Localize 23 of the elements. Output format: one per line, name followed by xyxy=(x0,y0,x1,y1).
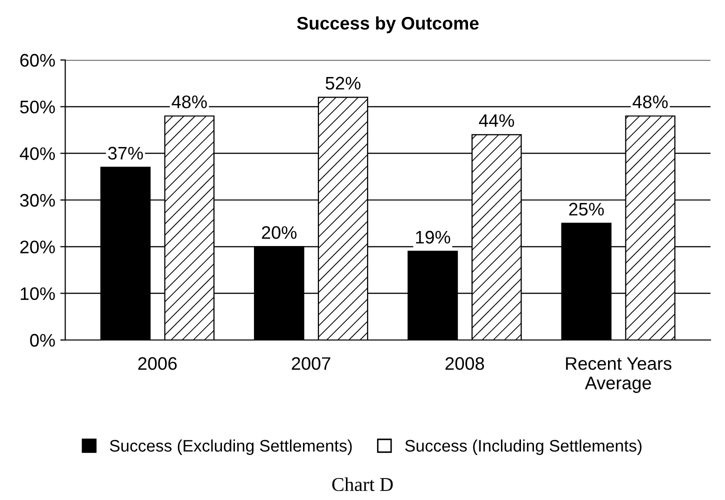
y-tick-label: 30% xyxy=(20,194,55,207)
x-tick-label: 2008 xyxy=(446,357,484,370)
data-label: 19% xyxy=(416,230,450,244)
data-label: 48% xyxy=(632,95,668,108)
y-tick-label: 50% xyxy=(20,100,55,114)
legend-label: Success (Including Settlements) xyxy=(405,439,642,455)
legend-label: Success (Excluding Settlements) xyxy=(110,439,352,455)
x-tick-label: 2007 xyxy=(292,357,330,370)
data-label: 52% xyxy=(326,76,360,90)
data-label: 25% xyxy=(569,202,604,216)
data-label: 48% xyxy=(172,95,207,108)
y-tick-label: 40% xyxy=(20,147,55,160)
y-tick-label: 20% xyxy=(20,240,55,254)
chart-title: Success by Outcome xyxy=(297,16,479,34)
text: Chart D xyxy=(332,477,393,492)
x-tick-label: 2006 xyxy=(138,357,177,370)
y-tick-label: 60% xyxy=(20,54,55,67)
data-label: 20% xyxy=(262,226,297,239)
data-label: 44% xyxy=(478,114,514,127)
data-label: 37% xyxy=(108,146,143,160)
y-tick-label: 0% xyxy=(30,334,55,347)
y-tick-label: 10% xyxy=(20,287,55,300)
x-tick-label: Recent Years Average xyxy=(566,357,672,393)
